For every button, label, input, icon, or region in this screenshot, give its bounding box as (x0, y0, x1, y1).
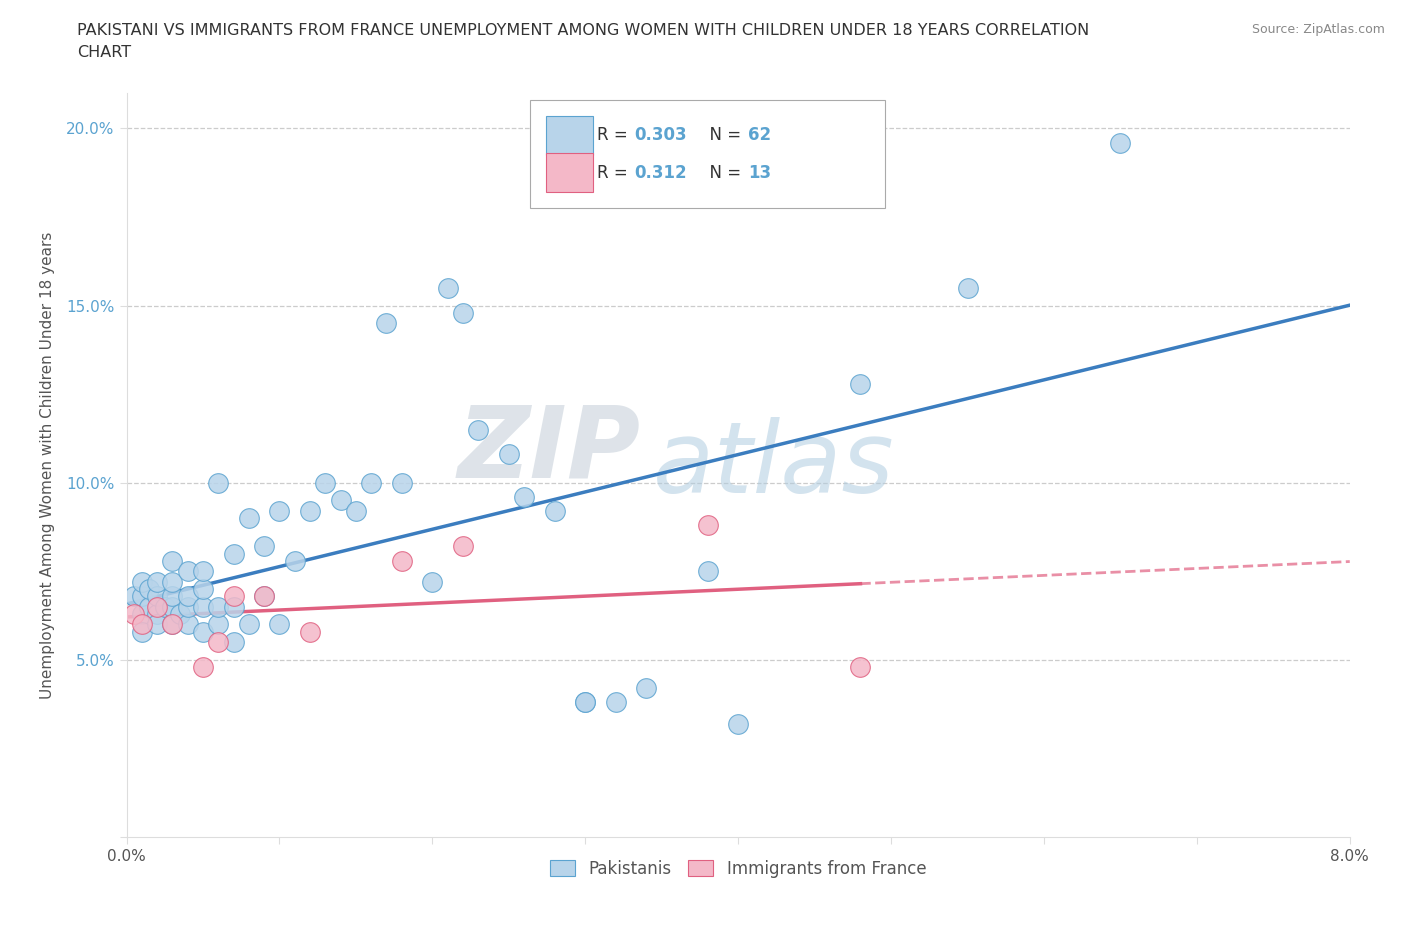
Point (191, 599, 214, 614)
Point (177, 564, 200, 578)
Text: atlas: atlas (652, 417, 894, 513)
Point (169, 606, 191, 621)
Point (299, 624, 322, 639)
Point (122, 589, 145, 604)
Text: Source: ZipAtlas.com: Source: ZipAtlas.com (1251, 23, 1385, 36)
Point (222, 546, 245, 561)
Point (162, 617, 184, 631)
Point (375, 316, 398, 331)
Text: N =: N = (699, 164, 747, 181)
Point (849, 659, 872, 674)
Point (636, 681, 658, 696)
Point (253, 589, 276, 604)
Point (207, 599, 229, 614)
Point (177, 589, 200, 604)
Point (467, 422, 489, 437)
Point (153, 599, 176, 614)
Text: R =: R = (598, 126, 634, 144)
Point (696, 564, 718, 578)
Point (299, 504, 322, 519)
Point (574, 695, 596, 710)
Text: 0.303: 0.303 (634, 126, 686, 144)
Point (253, 539, 276, 554)
Point (146, 606, 169, 621)
Point (605, 695, 627, 710)
Point (849, 376, 872, 391)
Point (131, 624, 153, 639)
Point (138, 599, 160, 614)
Point (513, 489, 536, 504)
Y-axis label: Unemployment Among Women with Children Under 18 years: Unemployment Among Women with Children U… (41, 232, 55, 698)
Point (391, 553, 413, 568)
Point (422, 575, 444, 590)
Point (131, 606, 153, 621)
Text: 13: 13 (748, 164, 770, 181)
Point (238, 511, 260, 525)
Point (222, 599, 245, 614)
Point (162, 553, 184, 568)
Point (146, 599, 169, 614)
Point (162, 599, 184, 614)
Text: N =: N = (699, 126, 747, 144)
Point (1109, 135, 1132, 150)
Point (451, 539, 474, 554)
Point (191, 624, 214, 639)
Point (574, 695, 596, 710)
Point (344, 504, 367, 519)
Point (207, 475, 229, 490)
Point (207, 617, 229, 631)
Point (543, 504, 565, 519)
Point (269, 617, 291, 631)
Point (222, 589, 245, 604)
Point (146, 589, 169, 604)
Text: ZIP: ZIP (457, 402, 640, 498)
Point (329, 493, 352, 508)
Point (207, 634, 229, 649)
Point (253, 589, 276, 604)
Point (162, 575, 184, 590)
Text: PAKISTANI VS IMMIGRANTS FROM FRANCE UNEMPLOYMENT AMONG WOMEN WITH CHILDREN UNDER: PAKISTANI VS IMMIGRANTS FROM FRANCE UNEM… (77, 23, 1090, 38)
Text: 62: 62 (748, 126, 770, 144)
Point (191, 564, 214, 578)
Point (138, 581, 160, 596)
Point (146, 617, 169, 631)
Point (131, 575, 153, 590)
Text: R =: R = (598, 164, 634, 181)
Point (191, 659, 214, 674)
Point (360, 475, 382, 490)
Point (436, 281, 458, 296)
Point (238, 617, 260, 631)
Point (696, 518, 718, 533)
Point (162, 589, 184, 604)
Point (191, 581, 214, 596)
FancyBboxPatch shape (546, 116, 592, 154)
FancyBboxPatch shape (530, 100, 884, 208)
Legend: Pakistanis, Immigrants from France: Pakistanis, Immigrants from France (544, 853, 932, 884)
Text: CHART: CHART (77, 45, 131, 60)
Point (131, 617, 153, 631)
Point (131, 589, 153, 604)
Point (391, 475, 413, 490)
Point (727, 716, 749, 731)
Point (177, 599, 200, 614)
Point (498, 447, 520, 462)
Point (956, 281, 979, 296)
Point (146, 575, 169, 590)
FancyBboxPatch shape (546, 153, 592, 192)
Point (314, 475, 336, 490)
Text: 0.312: 0.312 (634, 164, 686, 181)
Point (162, 617, 184, 631)
Point (451, 305, 474, 320)
Point (122, 606, 145, 621)
Point (222, 634, 245, 649)
Point (284, 553, 307, 568)
Point (269, 504, 291, 519)
Point (177, 617, 200, 631)
